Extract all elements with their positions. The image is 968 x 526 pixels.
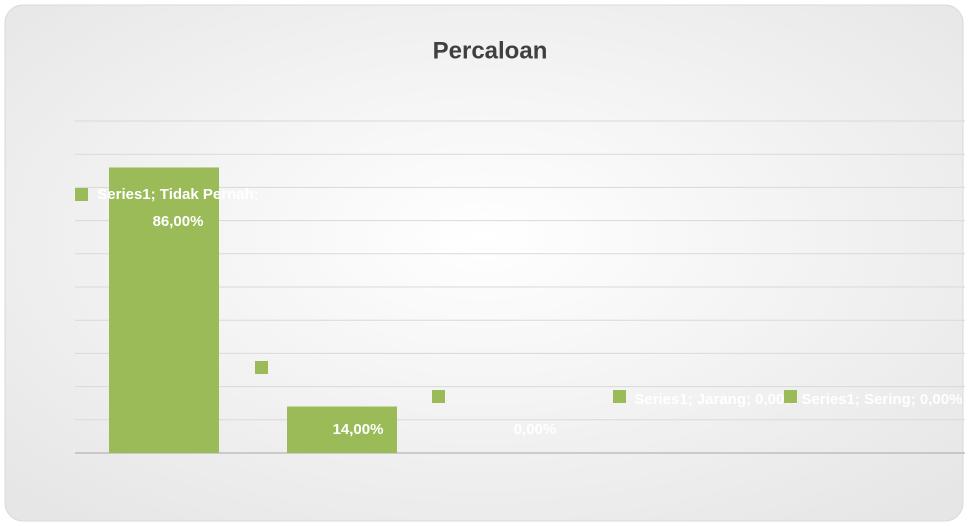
legend-key — [432, 390, 445, 403]
data-label: Series1; Jarang; 0,00% — [634, 391, 798, 408]
legend-key — [255, 361, 268, 374]
legend-key — [784, 390, 797, 403]
chart-area — [4, 4, 964, 522]
data-label: Series1; Tidak Pernah; 86,00% — [97, 186, 259, 230]
chart-title: Percaloan — [433, 37, 548, 64]
data-label-text: 14,00% — [332, 421, 384, 438]
data-label-text: 0,00% — [513, 421, 557, 438]
bar — [287, 406, 397, 453]
data-label-text: Series1; Tidak Pernah; 86,00% — [97, 186, 259, 230]
data-label-text: Series1; Jarang; 0,00% — [634, 391, 798, 408]
legend-key — [613, 390, 626, 403]
data-label: 0,00% — [513, 421, 557, 438]
data-label-text: Series1; Sering; 0,00% — [801, 391, 963, 408]
data-label: 14,00% — [332, 421, 384, 438]
legend-key — [75, 188, 88, 201]
data-label: Series1; Sering; 0,00% — [801, 391, 963, 408]
bar — [109, 167, 219, 454]
